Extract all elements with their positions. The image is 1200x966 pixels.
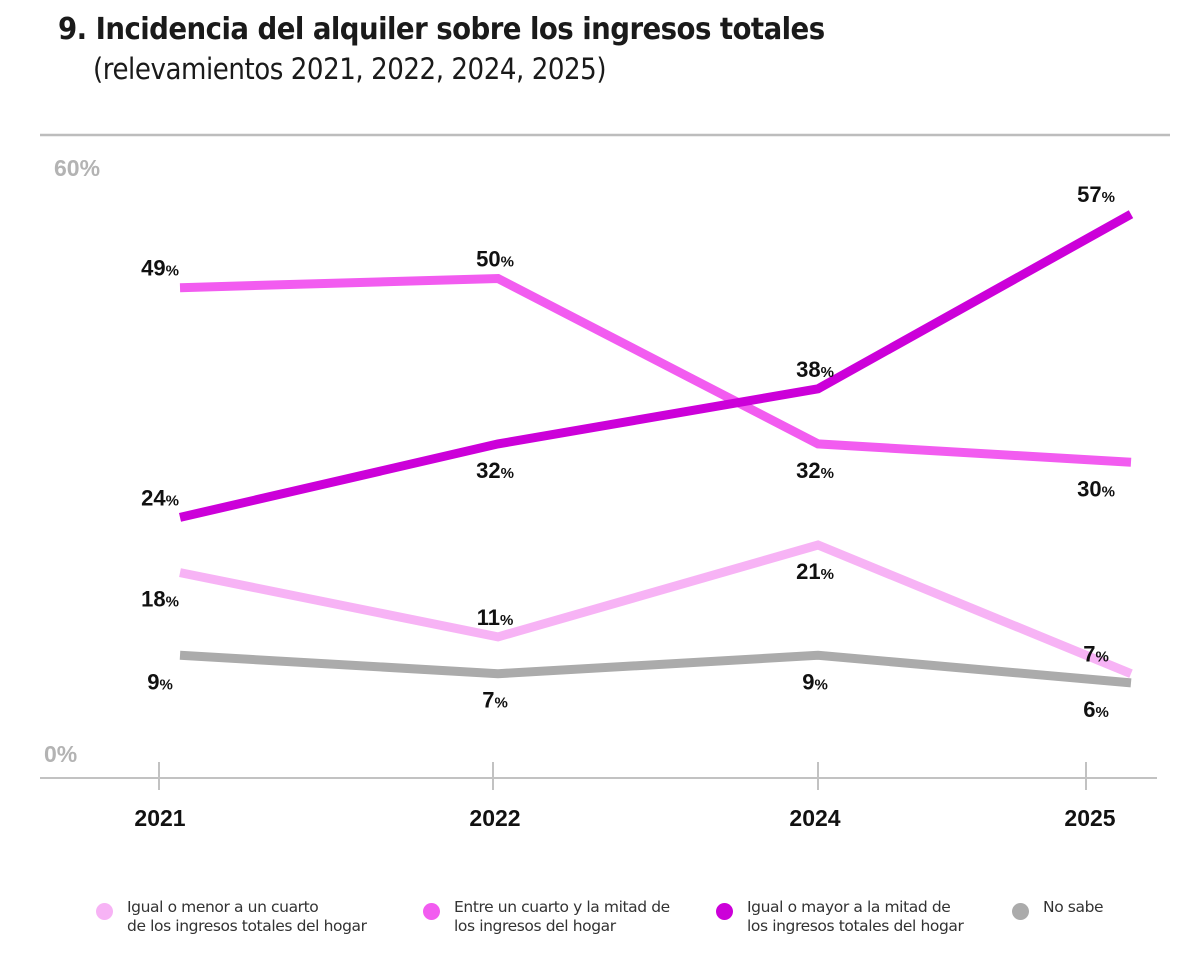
legend-item-2: Entre un cuarto y la mitad de los ingres… <box>423 898 670 936</box>
y-tick-label-min: 0% <box>44 741 77 767</box>
legend-item-4: No sabe <box>1012 898 1104 920</box>
legend-swatch-icon <box>96 903 113 920</box>
series-lines <box>178 210 1134 688</box>
x-tick-label-2024: 2024 <box>789 805 840 831</box>
data-label: 24% <box>141 485 179 510</box>
data-label: 7% <box>1083 642 1109 667</box>
legend: Igual o menor a un cuarto de los ingreso… <box>0 898 1200 958</box>
x-tick-label-2022: 2022 <box>469 805 520 831</box>
legend-swatch-icon <box>716 903 733 920</box>
data-label: 18% <box>141 587 179 612</box>
data-label: 9% <box>802 669 828 694</box>
legend-label: Igual o menor a un cuarto de los ingreso… <box>127 898 367 935</box>
data-label: 9% <box>147 669 173 694</box>
line-chart: 60% 0% 2021 2022 2024 2025 18% 11% 21% 7% 49% 50… <box>40 133 1170 831</box>
legend-swatch-icon <box>1012 903 1029 920</box>
x-ticks: 2021 2022 2024 2025 <box>134 762 1116 831</box>
legend-label: Entre un cuarto y la mitad de los ingres… <box>454 898 670 935</box>
data-label: 49% <box>141 256 179 281</box>
data-label: 32% <box>796 458 834 483</box>
series-line-3 <box>178 210 1134 522</box>
data-label: 57% <box>1077 182 1115 207</box>
data-label: 6% <box>1083 697 1109 722</box>
data-label: 21% <box>796 559 834 584</box>
chart-subtitle: (relevamientos 2021, 2022, 2024, 2025) <box>93 52 607 86</box>
data-label: 50% <box>476 247 514 272</box>
data-label: 11% <box>477 605 514 630</box>
data-label: 38% <box>796 357 834 382</box>
y-tick-label-max: 60% <box>54 155 100 181</box>
data-label: 32% <box>476 458 514 483</box>
chart-title: 9. Incidencia del alquiler sobre los ing… <box>58 12 825 47</box>
legend-item-3: Igual o mayor a la mitad de los ingresos… <box>716 898 964 936</box>
data-label: 7% <box>482 688 508 713</box>
legend-item-1: Igual o menor a un cuarto de los ingreso… <box>96 898 367 936</box>
x-tick-label-2025: 2025 <box>1064 805 1115 831</box>
legend-label: Igual o mayor a la mitad de los ingresos… <box>747 898 964 935</box>
legend-label: No sabe <box>1043 898 1104 916</box>
data-labels: 18% 11% 21% 7% 49% 50% 32% 30% 24% 32% 38% 57% 9% 7% 9… <box>141 182 1115 722</box>
legend-swatch-icon <box>423 903 440 920</box>
series-line-2 <box>179 273 1132 467</box>
series-line-4 <box>179 650 1132 688</box>
series-line-1 <box>179 540 1133 678</box>
x-tick-label-2021: 2021 <box>134 805 185 831</box>
data-label: 30% <box>1077 476 1115 501</box>
